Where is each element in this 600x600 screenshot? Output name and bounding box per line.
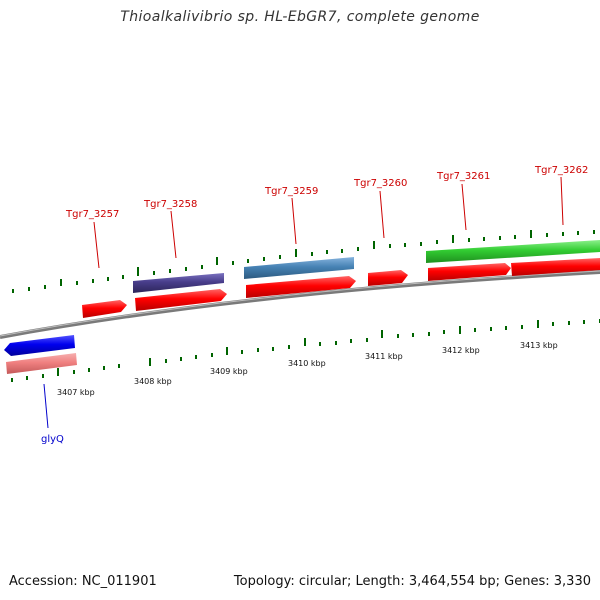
gene-label-tgr7-3257[interactable]: Tgr7_3257 <box>65 209 119 220</box>
scale-label: 3411 kbp <box>365 352 403 361</box>
feature-bar-purple[interactable] <box>133 273 224 293</box>
label-leader-lines <box>43 176 564 429</box>
scale-label: 3413 kbp <box>520 341 558 350</box>
gene-label-tgr7-3258[interactable]: Tgr7_3258 <box>143 199 197 210</box>
scale-label: 3407 kbp <box>57 388 95 397</box>
scale-label: 3410 kbp <box>288 359 326 368</box>
gene-arrow-tgr7-3262[interactable] <box>511 258 600 276</box>
accession-text: Accession: NC_011901 <box>9 574 157 589</box>
gene-label-tgr7-3260[interactable]: Tgr7_3260 <box>353 178 407 189</box>
gene-label-tgr7-3259[interactable]: Tgr7_3259 <box>264 186 318 197</box>
gene-arrow-tgr7-3258[interactable] <box>135 289 227 311</box>
scale-label: 3408 kbp <box>134 377 172 386</box>
upper-tick-row <box>12 230 595 293</box>
map-title: Thioalkalivibrio sp. HL-EbGR7, complete … <box>120 9 480 25</box>
feature-bar-green[interactable] <box>426 240 600 263</box>
gene-labels: Tgr7_3257 Tgr7_3258 Tgr7_3259 Tgr7_3260 … <box>41 165 588 445</box>
scale-labels: 3407 kbp 3408 kbp 3409 kbp 3410 kbp 3411… <box>57 341 558 397</box>
genome-summary-text: Topology: circular; Length: 3,464,554 bp… <box>233 574 591 589</box>
gene-label-tgr7-3262[interactable]: Tgr7_3262 <box>534 165 588 176</box>
gene-label-glyq[interactable]: glyQ <box>41 434 64 445</box>
gene-arrow-tgr7-3257[interactable] <box>82 300 127 318</box>
scale-label: 3412 kbp <box>442 346 480 355</box>
gene-label-tgr7-3261[interactable]: Tgr7_3261 <box>436 171 490 182</box>
scale-label: 3409 kbp <box>210 367 248 376</box>
cds-track <box>82 258 600 318</box>
gene-arrow-tgr7-3259[interactable] <box>246 276 356 298</box>
gene-arrow-tgr7-3260[interactable] <box>368 270 408 286</box>
feature-bar-pink[interactable] <box>6 353 77 374</box>
genome-backbone <box>0 270 600 339</box>
gene-arrow-glyq[interactable] <box>4 335 75 356</box>
gene-arrow-tgr7-3261[interactable] <box>428 263 511 281</box>
lower-tick-row <box>11 319 600 382</box>
feature-bar-steelblue[interactable] <box>244 257 354 279</box>
